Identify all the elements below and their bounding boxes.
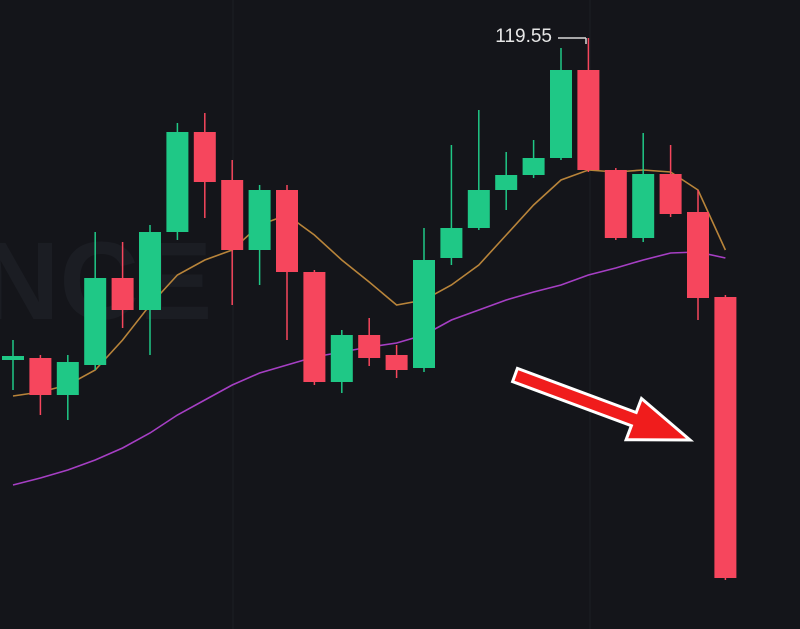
candle-body [29,358,52,395]
candle-body [604,170,627,238]
candle-body [303,272,326,382]
candle-body [522,158,545,175]
candle-body [358,335,381,358]
candle-body [413,260,435,368]
candle-body [714,297,737,578]
candles [2,38,737,580]
candle-body [687,212,709,298]
arrow [510,366,695,442]
candle-body [495,175,518,190]
candle-body [56,362,79,395]
candle-body [330,335,353,382]
high-price-label: 119.55 [495,26,552,47]
candle-body [577,70,600,170]
candle-body [550,70,572,158]
candle-body [248,190,271,250]
candle-body [111,278,134,310]
candle-body [221,180,244,250]
candle-body [440,228,463,258]
candle-body [84,278,107,365]
candle-body [193,132,216,182]
candle-body [632,174,655,238]
candle-body [139,232,161,310]
candle-body [2,356,24,360]
candle-body [467,190,490,228]
candle-body [276,190,298,272]
candle-body [385,355,408,370]
candle-body [166,132,189,232]
candle-body [659,174,682,214]
